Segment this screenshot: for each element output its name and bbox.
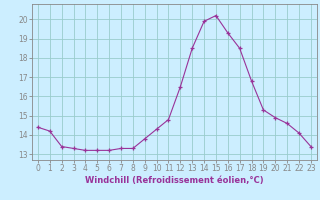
- X-axis label: Windchill (Refroidissement éolien,°C): Windchill (Refroidissement éolien,°C): [85, 176, 264, 185]
